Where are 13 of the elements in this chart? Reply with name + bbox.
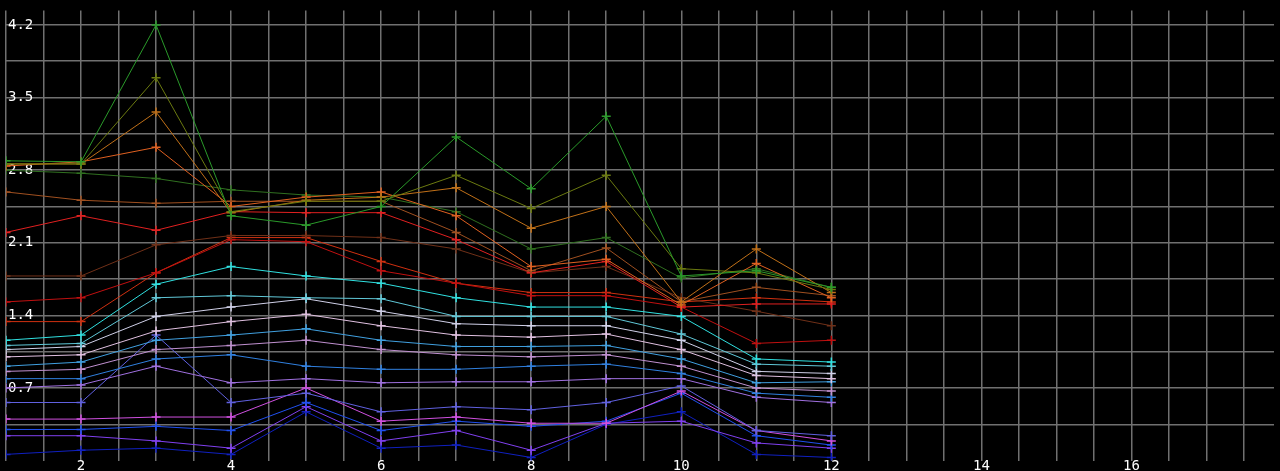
x-tick-label: 10: [672, 456, 690, 471]
x-tick-label: 4: [226, 456, 236, 471]
x-tick-label: 12: [822, 456, 840, 471]
x-tick-label: 14: [972, 456, 990, 471]
x-tick-label: 2: [76, 456, 86, 471]
y-tick-label: 2.1: [8, 233, 34, 250]
y-tick-label: 1.4: [8, 306, 34, 323]
y-tick-label: 3.5: [8, 88, 34, 105]
x-tick-label: 6: [376, 456, 386, 471]
x-tick-label: 16: [1123, 456, 1140, 471]
y-tick-label: 4.2: [8, 15, 34, 32]
x-tick-label: 8: [526, 456, 536, 471]
y-tick-label: 2.8: [8, 160, 34, 177]
